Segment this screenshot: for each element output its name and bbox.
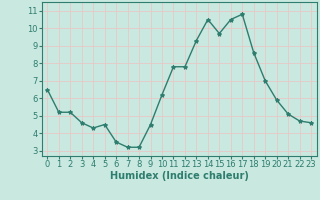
X-axis label: Humidex (Indice chaleur): Humidex (Indice chaleur): [110, 171, 249, 181]
